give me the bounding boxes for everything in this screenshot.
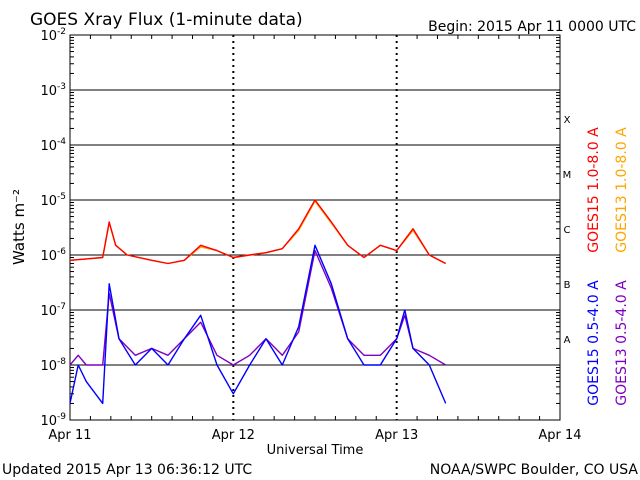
x-tick-label: Apr 14 bbox=[538, 428, 581, 443]
legend: GOES15 1.0-8.0 A GOES13 1.0-8.0 A GOES15 0… bbox=[586, 127, 630, 406]
flare-class-label: M bbox=[563, 170, 572, 181]
data-source: NOAA/SWPC Boulder, CO USA bbox=[430, 462, 639, 478]
y-tick-label: 10-8 bbox=[40, 357, 66, 374]
x-tick-label: Apr 12 bbox=[212, 428, 255, 443]
y-tick-label: 10-4 bbox=[40, 137, 66, 154]
x-axis-ticks: Apr 11 Apr 12 Apr 13 Apr 14 bbox=[48, 35, 582, 443]
series-line bbox=[69, 199, 447, 265]
grid bbox=[70, 35, 560, 420]
legend-entry: GOES15 1.0-8.0 A bbox=[586, 127, 602, 253]
legend-entry: GOES13 1.0-8.0 A bbox=[614, 127, 630, 253]
flare-class-label: C bbox=[564, 225, 571, 236]
begin-label: Begin: 2015 Apr 11 0000 UTC bbox=[428, 19, 636, 35]
y-tick-label: 10-9 bbox=[40, 412, 66, 429]
legend-entry: GOES15 0.5-4.0 A bbox=[586, 280, 602, 406]
x-tick-label: Apr 13 bbox=[375, 428, 418, 443]
series-line bbox=[69, 244, 447, 405]
y-tick-label: 10-7 bbox=[40, 302, 66, 319]
x-tick-label: Apr 11 bbox=[48, 428, 91, 443]
legend-entry: GOES13 0.5-4.0 A bbox=[614, 280, 630, 406]
y-axis-label: Watts m⁻² bbox=[10, 189, 28, 265]
y-tick-label: 10-2 bbox=[40, 27, 66, 44]
flare-class-label: X bbox=[564, 115, 571, 126]
plot-frame bbox=[69, 34, 561, 421]
x-axis-label: Universal Time bbox=[267, 443, 364, 458]
flare-class-label: A bbox=[564, 335, 571, 346]
flare-class-labels: X M C B A bbox=[563, 115, 572, 346]
flare-class-label: B bbox=[564, 280, 571, 291]
series-line bbox=[69, 249, 447, 366]
y-tick-label: 10-3 bbox=[40, 82, 66, 99]
chart-title: GOES Xray Flux (1-minute data) bbox=[30, 10, 303, 30]
flux-series bbox=[69, 199, 447, 405]
y-tick-label: 10-6 bbox=[40, 247, 66, 264]
y-tick-label: 10-5 bbox=[40, 192, 66, 209]
updated-timestamp: Updated 2015 Apr 13 06:36:12 UTC bbox=[2, 462, 252, 478]
